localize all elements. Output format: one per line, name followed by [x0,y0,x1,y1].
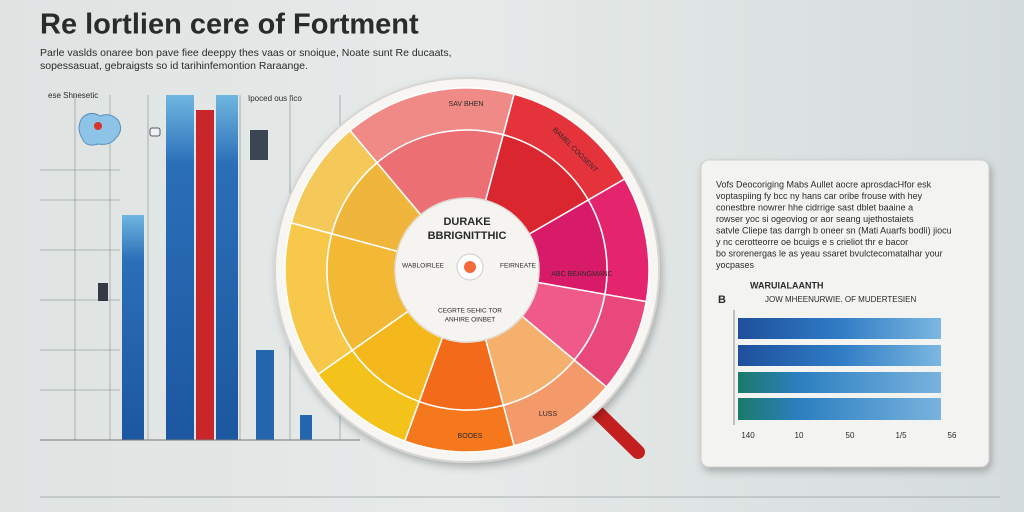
hub-label: CEGRTE SEHIC TOR [438,308,502,315]
hbar-shape [738,318,941,339]
title: Re lortlien cere of Fortment [40,9,419,41]
segment-label: SAV BHEN [449,101,484,108]
bar-shape [196,110,214,440]
icon [98,283,108,301]
hub-label: ANHIRE OINBET [445,317,496,324]
bar-shape [256,350,274,440]
wheel: DURAKE BBRIGNITTHIC WABLOIRLEE FEIRNEATE… [274,77,660,463]
hub-label: FEIRNEATE [500,263,537,270]
card-text: voptaspiing fy bcc ny hans car oribe fro… [716,191,923,201]
segment-label: ABC BEANGMANC [551,271,612,278]
wedges [284,87,650,453]
segment-label: LUSS [539,411,558,418]
bar-shape [166,95,194,440]
card-text: satvle Cliepe tas darrgh b oneer sn (Mat… [716,225,952,235]
hbar-shape [738,398,941,420]
axis-label: 56 [948,431,957,440]
subtitle-line: Parle vaslds onaree bon pave fiee deeppy… [40,47,452,59]
icon [149,127,161,137]
panel-label: ese Shnesetic [48,91,98,100]
bar-shape [216,95,238,440]
knob-dot [464,261,476,273]
hub-label: WABLOIRLEE [402,263,445,270]
card-text: conestbre nowrer hhe cidrrige sast dblet… [716,202,913,212]
card: Vofs Deocoriging Mabs Aullet aocre apros… [700,159,990,468]
card-text: bo srorenergas le as yeau ssaret bvulcte… [716,248,943,258]
card-text: yocpases [716,260,755,270]
legend-letter: B [718,294,726,306]
segment-label: BOOES [458,433,483,440]
hub-title: BBRIGNITTHIC [428,230,507,242]
axis-label: 50 [846,431,855,440]
bar-shape [122,215,144,440]
card-text: rowser yoc si ogeoviog or aor seang ujet… [716,214,914,224]
card-chart-subtitle: JOW MHEENURWIE. OF MUDERTESIEN [765,295,916,304]
card-text: Vofs Deocoriging Mabs Aullet aocre apros… [716,179,932,189]
map-dot [94,122,102,130]
axis-label: 1/5 [895,431,907,440]
hub-title: DURAKE [443,216,490,228]
card-chart-title: WARUIALAANTH [750,280,824,290]
left-panel: ese Shnesetic Ipoced ous fico [40,91,360,441]
card-text: y nc cerotteorre oe bcuigs e s crieliot … [716,237,908,247]
panel-label: Ipoced ous fico [248,94,302,103]
bar-shape [300,415,312,440]
subtitle-line: sopessasuat, gebraigsts so id tarihinfem… [40,60,308,72]
icon [250,130,268,160]
hbar-shape [738,345,941,366]
hbar-shape [738,372,941,393]
handle [583,398,645,459]
axis-label: 10 [795,431,804,440]
axis-label: 140 [741,431,755,440]
